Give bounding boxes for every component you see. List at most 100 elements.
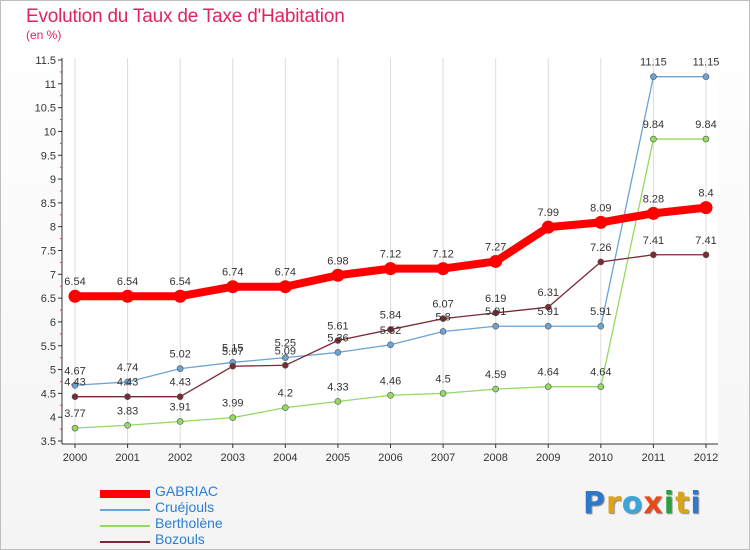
x-tick-label: 2008 [483,452,507,464]
data-label: 5.25 [275,338,296,350]
data-point [387,391,394,399]
data-label: 7.12 [432,249,453,261]
data-point [68,289,82,303]
legend-label: Bozouls [155,531,205,547]
data-point [597,322,605,330]
data-point [176,418,184,425]
y-tick-label: 3.5 [41,436,56,448]
data-label: 4.5 [435,373,450,385]
data-label: 7.27 [485,241,506,253]
data-label: 3.99 [222,398,243,410]
y-tick-label: 7.5 [41,246,56,258]
y-tick-label: 10.5 [35,103,56,115]
data-label: 11.15 [640,57,667,69]
y-tick-label: 11 [45,79,56,91]
legend-swatch [100,509,150,511]
data-point [544,303,552,311]
data-label: 3.77 [64,408,85,420]
data-label: 3.91 [169,401,190,413]
data-label: 5.8 [435,311,450,323]
data-point [439,328,447,335]
data-point [699,201,713,215]
data-point [334,398,342,405]
data-label: 7.41 [643,235,664,247]
chart-subtitle: (en %) [26,28,62,42]
data-label: 6.54 [169,276,190,288]
data-label: 6.74 [222,267,243,279]
y-tick-label: 8 [50,222,56,234]
data-label: 5.91 [485,306,506,318]
data-point [282,354,289,361]
logo-letter: o [621,486,644,521]
data-point [384,262,397,276]
data-label: 6.54 [64,276,85,288]
data-label: 6.31 [538,287,559,299]
data-label: 4.64 [538,367,559,379]
data-label: 6.07 [432,299,453,311]
x-tick-label: 2007 [431,452,455,464]
data-label: 4.59 [485,369,506,381]
data-label: 4.43 [169,377,190,389]
data-label: 7.12 [380,249,401,261]
data-point [594,215,608,229]
legend-swatch [100,525,150,527]
data-label: 7.26 [590,242,611,254]
legend-label: Bertholène [155,515,223,531]
data-label: 3.83 [117,405,138,417]
data-label: 4.43 [117,377,138,389]
x-tick-label: 2002 [168,452,192,464]
data-point [439,390,447,397]
data-point [489,254,503,268]
data-label: 5.91 [538,306,559,318]
data-point [176,365,184,372]
data-label: 9.84 [695,119,716,131]
x-tick-label: 2010 [589,452,613,464]
data-point [650,251,657,259]
data-label: 4.46 [380,375,401,387]
x-tick-label: 2000 [63,452,87,464]
y-tick-label: 4.5 [41,388,56,400]
data-label: 6.98 [327,255,348,267]
data-point [334,349,342,356]
data-label: 6.74 [275,267,296,279]
data-label: 8.28 [643,193,664,205]
data-point [492,385,499,393]
data-point [124,378,131,386]
data-point [439,315,447,322]
data-point [492,309,499,317]
proxiti-logo: Proxiti [583,486,702,521]
data-point [597,258,605,266]
data-label: 5.84 [380,310,401,322]
legend-swatch [100,490,150,498]
data-point [282,361,289,369]
logo-letter: x [643,486,664,521]
data-point [226,280,240,294]
data-label: 6.54 [117,276,138,288]
data-point [650,73,657,80]
data-point [650,135,657,143]
data-label: 4.67 [64,365,85,377]
x-tick-label: 2012 [694,452,718,464]
data-point [176,393,184,401]
x-tick-label: 2004 [273,452,297,464]
data-point [331,268,345,282]
legend-label: GABRIAC [155,483,219,499]
data-label: 5.52 [380,325,401,337]
data-label: 8.4 [698,188,713,200]
data-point [334,337,342,344]
data-label: 4.74 [117,362,138,374]
data-label: 7.41 [695,235,716,247]
data-label: 4.43 [64,377,85,389]
x-tick-label: 2009 [536,452,560,464]
data-point [71,393,79,401]
y-tick-label: 5.5 [41,341,56,353]
data-point [597,383,605,391]
data-label: 5.36 [327,332,348,344]
data-point [387,341,394,349]
data-point [124,393,131,401]
data-point [436,262,450,276]
x-tick-label: 2001 [115,452,139,464]
data-label: 5.02 [169,349,190,361]
y-tick-label: 6 [50,317,56,329]
